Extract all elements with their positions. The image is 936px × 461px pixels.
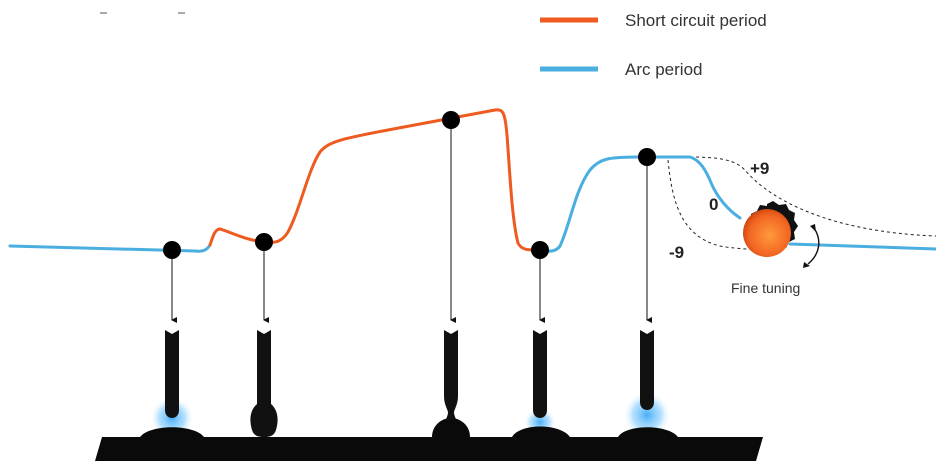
weld-pool <box>618 427 678 437</box>
waveform-short-circuit-segment <box>208 108 542 252</box>
leader-lines <box>171 129 652 323</box>
tuning-zero-label: 0 <box>709 195 718 214</box>
stage-dot-arc <box>163 241 181 259</box>
legend-label-arc: Arc period <box>625 60 702 79</box>
tuning-plus-label: +9 <box>750 159 769 178</box>
weld-pool <box>432 418 470 437</box>
legend: Short circuit period Arc period <box>540 11 767 79</box>
stage-dot-short-circuit-peak <box>442 111 460 129</box>
waveform-arc-tail <box>788 242 936 251</box>
electrode-notch <box>444 330 458 334</box>
electrode-notch <box>533 330 547 334</box>
tuning-minus-label: -9 <box>669 243 684 262</box>
waveform-arc-segment <box>538 155 742 253</box>
stage-dot-arc-plateau <box>638 148 656 166</box>
electrode-wire <box>250 330 278 437</box>
electrodes <box>165 330 654 437</box>
waveform-arc-segment <box>8 243 212 253</box>
arc-glow <box>623 391 671 439</box>
weld-pool <box>140 427 204 437</box>
fine-tuning-caption: Fine tuning <box>731 280 800 296</box>
electrode-wire <box>533 330 547 418</box>
tuning-envelope-upper <box>689 156 936 237</box>
electrode-notch <box>640 330 654 334</box>
knob-face <box>743 209 791 257</box>
stage-dot-arc-restart <box>531 241 549 259</box>
electrode-notches <box>165 330 654 334</box>
rotation-arrowhead-icon <box>803 262 810 268</box>
tuning-envelope-lower <box>667 159 761 251</box>
electrode-wire <box>444 330 458 420</box>
weld-pool <box>512 426 570 437</box>
rotation-arrowhead-icon <box>810 224 816 232</box>
electrode-notch <box>257 330 271 334</box>
workpiece-base <box>95 437 763 461</box>
fine-tuning-knob[interactable] <box>743 201 798 257</box>
legend-label-short-circuit: Short circuit period <box>625 11 767 30</box>
stage-dot-short-circuit-start <box>255 233 273 251</box>
electrode-wire <box>165 330 179 418</box>
electrode-wire <box>640 330 654 410</box>
electrode-notch <box>165 330 179 334</box>
